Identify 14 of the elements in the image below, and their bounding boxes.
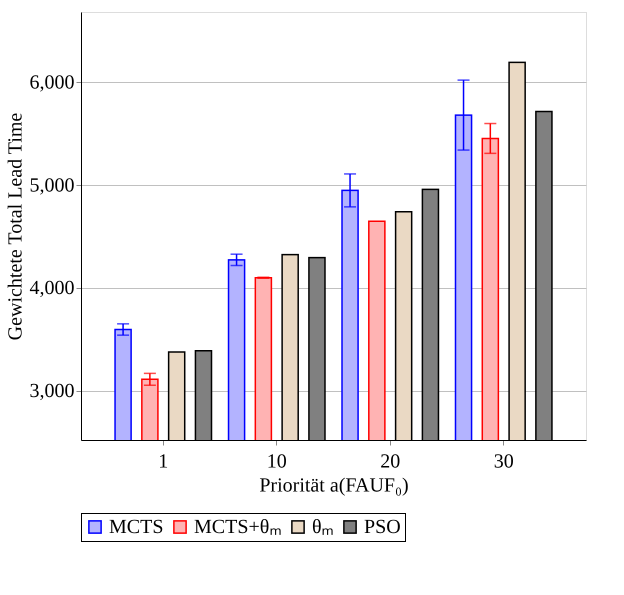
legend-label: MCTS [109, 516, 164, 538]
y-tick-label: 5,000 [30, 174, 74, 196]
legend-label: PSO [364, 516, 401, 538]
x-tick-label: 1 [158, 450, 168, 472]
x-axis-title: Priorität a(FAUF₀) [259, 474, 409, 496]
x-tick-label: 30 [494, 450, 514, 472]
x-tick-label: 10 [266, 450, 287, 472]
y-tick-label: 4,000 [30, 277, 74, 300]
y-axis-title: Gewichtete Total Lead Time [4, 112, 26, 340]
legend-label: θₘ [312, 516, 334, 538]
y-tick-label: 6,000 [30, 71, 74, 94]
x-tick-label: 20 [380, 450, 400, 472]
legend-label: MCTS+θₘ [194, 516, 282, 538]
y-tick-label: 3,000 [30, 380, 74, 402]
